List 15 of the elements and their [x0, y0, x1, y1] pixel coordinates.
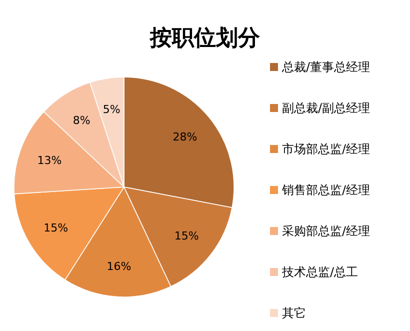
legend-label: 技术总监/总工 [281, 265, 358, 279]
chart-title: 按职位划分 [149, 25, 261, 51]
data-label: 15% [44, 221, 68, 234]
legend-label: 采购部总监/经理 [282, 224, 370, 238]
data-label: 15% [174, 230, 199, 243]
data-label: 8% [72, 114, 90, 128]
legend-label: 其它 [282, 306, 306, 320]
legend-label: 市场部总监/经理 [282, 142, 370, 156]
data-label: 28% [172, 130, 198, 144]
legend-label: 销售部总监/经理 [281, 183, 370, 197]
legend-label: 副总裁/副总经理 [282, 101, 370, 115]
data-label: 13% [37, 154, 62, 168]
legend-label: 总裁/董事总经理 [281, 60, 370, 74]
data-label: 5% [102, 102, 120, 116]
data-label: 16% [106, 260, 132, 274]
